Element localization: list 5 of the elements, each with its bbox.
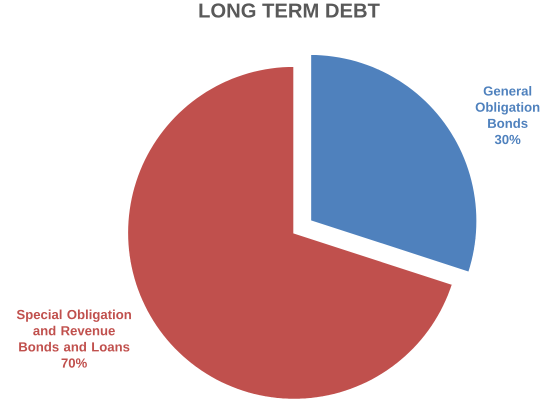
slice-label: General Obligation Bonds <box>476 86 540 128</box>
data-label: 70% <box>62 358 87 368</box>
data-label: 30% <box>494 134 520 144</box>
slice-label: Special Obligation and Revenue Bonds and Loans <box>16 309 131 352</box>
chart-title: LONG TERM DEBT <box>199 3 380 18</box>
